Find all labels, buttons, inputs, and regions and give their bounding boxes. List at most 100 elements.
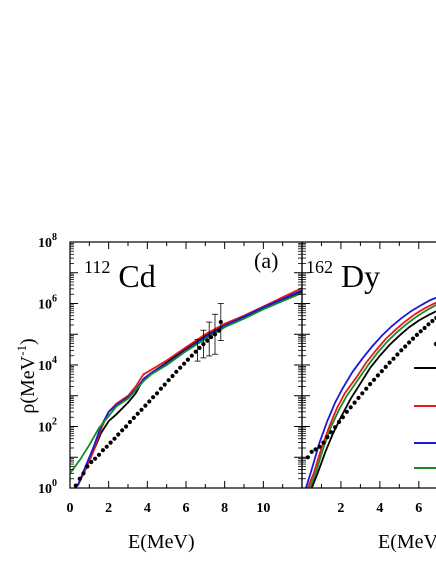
panel-a-exp-point: [189, 353, 194, 358]
y-tick-base: 10: [38, 359, 52, 374]
panel-b-exp-point: [352, 400, 357, 405]
panel-a-symbol: Cd: [118, 258, 155, 294]
y-axis-label-main: ρ(MeV: [17, 355, 39, 413]
panel-b-exp-point: [360, 391, 365, 396]
panel-a-xlabel: E(MeV): [128, 531, 195, 553]
panel-a-exp-point: [205, 338, 210, 343]
y-tick-label: 104: [38, 355, 57, 374]
panel-a-exp-point: [81, 471, 86, 476]
panel-b-exp-point: [371, 377, 377, 382]
panel-b-nucleus: 162 Dy: [306, 244, 380, 294]
panel-b: 2 4 6 162 Dy: [301, 241, 436, 516]
panel-a-exp-point: [100, 448, 105, 453]
panel-b-exp-point: [344, 409, 349, 414]
panel-b-exp-point: [414, 332, 419, 337]
panel-a-exp-point: [127, 419, 132, 425]
panel-a-exp-point: [85, 464, 90, 469]
panel-a-exp-point: [131, 415, 136, 420]
y-tick-label: 108: [38, 232, 57, 251]
panel-a-exp-point: [209, 335, 214, 340]
panel-a-exp-point: [151, 395, 156, 400]
panel-b-x-tick-label: 6: [415, 501, 422, 516]
panel-b-exp-point: [387, 360, 392, 365]
panel-b-exp-point: [340, 415, 345, 420]
y-tick-label: 102: [38, 417, 57, 436]
panel-a-exp-point: [120, 428, 125, 433]
panel-a-exp-point: [112, 436, 117, 441]
y-tick-exp: 4: [52, 355, 57, 366]
panel-b-exp-point: [391, 356, 396, 361]
panel-b-exp-point: [375, 373, 380, 378]
panel-a-x-tick-label: 6: [183, 501, 190, 516]
y-tick-exp: 0: [52, 478, 57, 489]
panel-a-exp-point: [158, 386, 163, 391]
panel-b-exp-point: [348, 405, 353, 410]
panel-b-symbol: Dy: [341, 258, 380, 294]
panel-b-exp-point: [418, 329, 423, 334]
panel-b-series-line-0: [310, 310, 436, 488]
panel-a-exp-point: [143, 403, 148, 408]
panel-a-exp-point: [185, 357, 190, 362]
panel-a-nucleus: 112 Cd: [84, 244, 156, 294]
panel-a-exp-point: [182, 361, 187, 366]
panel-b-legend: [414, 341, 436, 469]
panel-a-x-tick-label: 2: [105, 501, 112, 516]
panel-b-exp-point: [317, 444, 322, 449]
panel-b-series-line-2: [305, 296, 436, 488]
panel-b-exp-point: [333, 425, 338, 430]
panel-b-exp-point: [426, 322, 431, 327]
panel-b-exp-point: [383, 364, 388, 369]
panel-a-exp-point: [174, 369, 179, 374]
panel-a-exp-point: [216, 328, 221, 333]
panel-b-exp-point: [399, 348, 404, 353]
y-tick-exp: 8: [52, 232, 57, 243]
panel-b-exp-point: [422, 325, 427, 331]
panel-a-exp-point: [193, 349, 198, 354]
panel-a-x-tick-label: 4: [144, 501, 151, 516]
legend-marker-exp: [433, 341, 436, 347]
panel-b-exp-point: [321, 440, 326, 445]
y-tick-base: 10: [38, 421, 52, 436]
panel-a-exp-point: [73, 483, 78, 488]
panel-a-exp-point: [162, 382, 167, 387]
y-axis-label-tail: ): [17, 338, 39, 345]
panel-a-exp-point: [135, 411, 140, 416]
panel-a-exp-point: [104, 444, 109, 449]
panel-a-exp-point: [178, 365, 183, 370]
panel-a-exp-point: [108, 440, 113, 445]
panel-b-exp-point: [325, 435, 330, 440]
panel-b-exp-point: [379, 369, 384, 374]
panel-a-mass: 112: [84, 257, 110, 277]
panel-a-exp-point: [197, 345, 202, 350]
panel-b-exp-point: [329, 430, 334, 435]
y-axis-label-sup: -1: [14, 345, 29, 356]
y-tick-base: 10: [38, 236, 52, 251]
panel-a-x-tick-label: 8: [221, 501, 228, 516]
panel-b-exp-point: [309, 449, 314, 454]
panel-b-exp-point: [364, 386, 369, 391]
panel-b-exp-point: [313, 447, 318, 452]
y-tick-base: 10: [38, 482, 52, 497]
panel-a-exp-point: [166, 378, 171, 383]
panel-a-x-tick-label: 0: [67, 501, 74, 516]
panel-b-exp-point: [356, 395, 361, 400]
y-axis-label: ρ(MeV-1): [14, 338, 39, 413]
panel-a-exp-point: [89, 459, 94, 465]
y-tick-exp: 6: [52, 294, 57, 305]
y-tick-exp: 2: [52, 417, 57, 428]
panel-b-mass: 162: [306, 257, 333, 277]
panel-b-xlabel: E(MeV): [378, 531, 436, 553]
panel-a-x-tick-label: 10: [256, 501, 270, 516]
panel-a-series-line-2: [76, 289, 302, 486]
panel-b-x-tick-label: 4: [376, 501, 383, 516]
panel-a-exp-point: [77, 476, 82, 481]
y-tick-label: 100: [38, 478, 57, 497]
y-tick-base: 10: [38, 298, 52, 313]
panel-b-exp-point: [368, 382, 373, 387]
panel-a-series-line-3: [70, 292, 302, 474]
panel-a-exp-point: [124, 424, 129, 429]
panel-b-exp-point: [403, 344, 408, 349]
panel-a-exp-point: [116, 432, 121, 437]
